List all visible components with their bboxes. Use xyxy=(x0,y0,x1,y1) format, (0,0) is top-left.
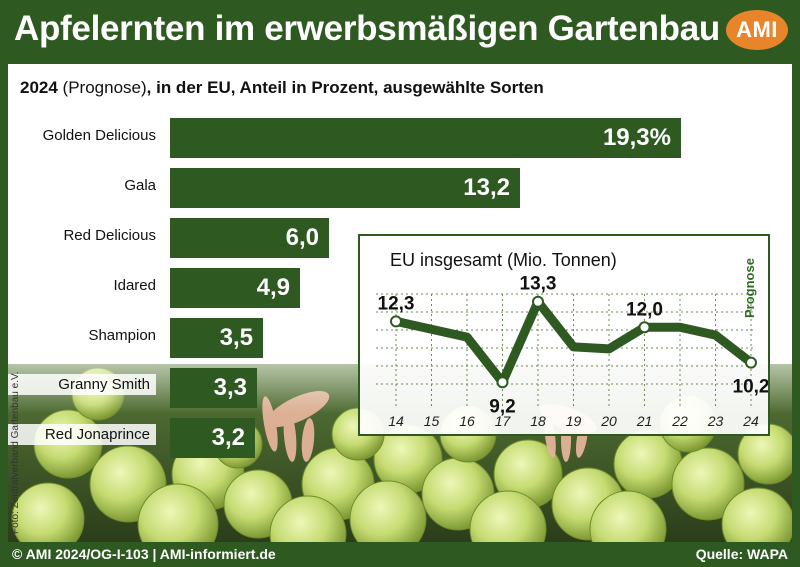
chart-panel: 2024 (Prognose), in der EU, Anteil in Pr… xyxy=(8,64,792,542)
bar-row: Red Jonaprince 3,2 xyxy=(8,418,792,458)
bar-category-label: Shampion xyxy=(88,327,156,344)
line-chart-inset: EU insgesamt (Mio. Tonnen) 14 15 16 17 18 19 2… xyxy=(358,234,770,436)
data-point xyxy=(532,295,544,308)
x-tick-label: 21 xyxy=(636,413,653,429)
bar: 3,2 xyxy=(170,418,255,458)
data-point xyxy=(496,376,509,389)
bar-row: Golden Delicious 19,3% xyxy=(8,118,792,158)
data-point xyxy=(390,315,402,328)
x-tick-label: 17 xyxy=(495,413,512,429)
data-point xyxy=(745,356,757,369)
series-line xyxy=(391,297,756,387)
photo-credit: Foto: Zentralverband Gartenbau e.V. xyxy=(10,371,21,534)
bar-category-label: Gala xyxy=(124,177,156,194)
x-tick-label: 15 xyxy=(424,413,440,429)
bar-category-label: Red Delicious xyxy=(63,227,156,244)
x-tick-label: 24 xyxy=(742,413,759,429)
bar-category-label: Red Jonaprince xyxy=(8,424,156,445)
footer: © AMI 2024/OG-I-103 | AMI-informiert.de … xyxy=(0,542,800,567)
footer-source: Quelle: WAPA xyxy=(695,546,788,562)
x-tick-label: 20 xyxy=(600,413,617,429)
bar-value-label: 6,0 xyxy=(285,224,319,251)
data-label: 12,3 xyxy=(378,293,415,314)
bar-value-label: 19,3% xyxy=(602,124,671,151)
bar-value-label: 3,5 xyxy=(219,324,253,351)
x-tick-label: 14 xyxy=(388,413,404,429)
bar: 6,0 xyxy=(170,218,329,258)
bar-row: Shampion 3,5 xyxy=(8,318,792,358)
data-label: 12,0 xyxy=(626,299,663,320)
bar: 13,2 xyxy=(170,168,520,208)
bar: 19,3% xyxy=(170,118,681,158)
subtitle-rest: , in der EU, Anteil in Prozent, ausgewäh… xyxy=(146,78,544,97)
bar: 3,5 xyxy=(170,318,263,358)
bar-value-label: 4,9 xyxy=(256,274,290,301)
x-tick-label: 18 xyxy=(530,413,546,429)
bar-category-label: Golden Delicious xyxy=(42,127,156,144)
x-tick-label: 22 xyxy=(671,413,688,429)
data-point xyxy=(638,321,651,334)
chart-subtitle: 2024 (Prognose), in der EU, Anteil in Pr… xyxy=(20,78,544,98)
footer-copyright: © AMI 2024/OG-I-103 | AMI-informiert.de xyxy=(12,546,276,562)
bar-row: Idared 4,9 xyxy=(8,268,792,308)
header: Apfelernten im erwerbsmäßigen Gartenbau … xyxy=(0,0,800,62)
data-label: 9,2 xyxy=(489,396,515,417)
bar-value-label: 3,3 xyxy=(213,374,247,401)
bar-value-label: 3,2 xyxy=(211,424,245,451)
x-tick-label: 23 xyxy=(707,413,724,429)
x-tick-label: 19 xyxy=(566,413,582,429)
bar-row: Gala 13,2 xyxy=(8,168,792,208)
bar: 4,9 xyxy=(170,268,300,308)
bar-category-label: Idared xyxy=(113,277,156,294)
page-title: Apfelernten im erwerbsmäßigen Gartenbau xyxy=(14,9,720,48)
x-tick-label: 16 xyxy=(459,413,475,429)
bar-row: Red Delicious 6,0 xyxy=(8,218,792,258)
data-label: 10,2 xyxy=(733,377,768,398)
subtitle-year: 2024 xyxy=(20,78,58,97)
subtitle-plain: (Prognose) xyxy=(57,78,147,97)
ami-logo: AMI xyxy=(726,10,788,50)
bar-row: Granny Smith 3,3 xyxy=(8,368,792,408)
bar-value-label: 13,2 xyxy=(463,174,510,201)
bar: 3,3 xyxy=(170,368,257,408)
line-chart: 14 15 16 17 18 19 20 21 22 23 24 12,3 9,2 13,3 12,0 10,… xyxy=(376,274,768,429)
line-chart-title: EU insgesamt (Mio. Tonnen) xyxy=(390,250,617,270)
bar-category-label: Granny Smith xyxy=(8,374,156,395)
data-label: 13,3 xyxy=(520,274,557,295)
prognose-annotation: Prognose xyxy=(742,258,757,318)
